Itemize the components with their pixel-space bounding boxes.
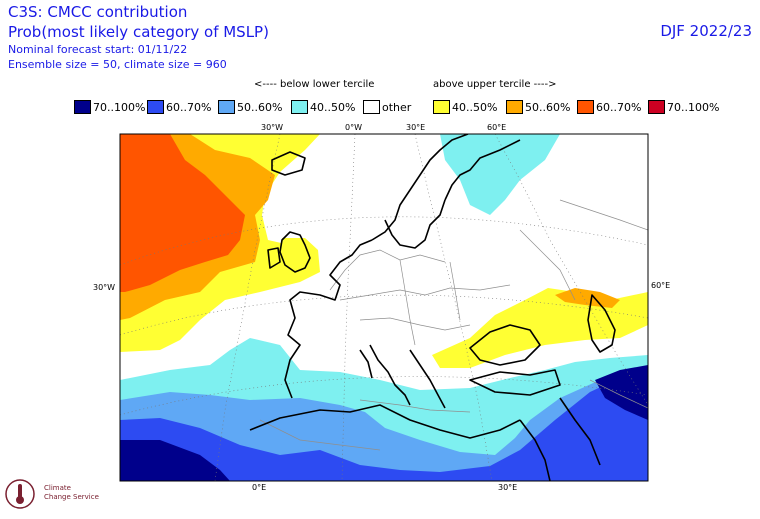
legend-item-other: other (363, 99, 411, 115)
tick-label-right: 60°E (651, 281, 670, 290)
region-below-60-70-south (120, 378, 648, 481)
logo-text-line2: Change Service (44, 493, 99, 501)
region-below-70-100-east (595, 365, 648, 420)
legend-item-below-70-100: 70..100% (74, 99, 145, 115)
legend-swatch (363, 100, 380, 114)
season-label: DJF 2022/23 (660, 22, 752, 40)
tick-label-bottom: 30°E (498, 483, 517, 492)
forecast-start-text: Nominal forecast start: 01/11/22 (8, 43, 188, 56)
country-borders (259, 199, 648, 451)
legend-item-above-60-70: 60..70% (577, 99, 641, 115)
tick-label-top: 30°E (406, 123, 425, 132)
region-above-40-50-east (432, 288, 648, 368)
legend-swatch (74, 100, 91, 114)
legend-item-label: 60..70% (596, 100, 642, 114)
region-below-70-100-south (120, 440, 230, 481)
legend-item-label: 50..60% (237, 100, 283, 114)
legend-item-label: 40..50% (310, 100, 356, 114)
legend-item-below-40-50: 40..50% (291, 99, 355, 115)
legend-swatch (506, 100, 523, 114)
chart-subtitle: Prob(most likely category of MSLP) (8, 23, 269, 41)
legend-swatch (291, 100, 308, 114)
thermometer-logo-icon (5, 479, 35, 509)
legend-item-label: 50..60% (525, 100, 571, 114)
legend-item-above-70-100: 70..100% (648, 99, 719, 115)
legend-item-label: 70..100% (667, 100, 720, 114)
map-area (120, 134, 648, 481)
legend-below-tercile-label: <---- below lower tercile (254, 79, 375, 90)
tick-label-top: 30°W (261, 123, 283, 132)
copernicus-logo: Climate Change Service (4, 474, 114, 514)
legend-swatch (648, 100, 665, 114)
legend-item-label: 40..50% (452, 100, 498, 114)
legend-swatch (147, 100, 164, 114)
legend-item-label: 60..70% (166, 100, 212, 114)
legend-item-above-50-60: 50..60% (506, 99, 570, 115)
coastlines (249, 134, 616, 481)
legend-swatch (433, 100, 450, 114)
legend-item-below-50-60: 50..60% (218, 99, 282, 115)
tick-label-bottom: 0°E (252, 483, 266, 492)
legend-swatch (218, 100, 235, 114)
legend-item-label: other (382, 100, 412, 114)
region-above-40-50-britain (282, 238, 318, 272)
legend-item-below-60-70: 60..70% (147, 99, 211, 115)
logo-text-line1: Climate (44, 484, 71, 492)
tick-label-left: 30°W (93, 283, 115, 292)
ensemble-size-text: Ensemble size = 50, climate size = 960 (8, 58, 227, 71)
region-above-60-70-atlantic (120, 134, 245, 292)
legend-item-above-40-50: 40..50% (433, 99, 497, 115)
graticule (120, 134, 648, 481)
map-frame (119, 133, 649, 482)
region-below-40-50-north (440, 134, 560, 215)
tick-label-top: 0°W (345, 123, 362, 132)
legend-swatch (577, 100, 594, 114)
tick-label-top: 60°E (487, 123, 506, 132)
legend-above-tercile-label: above upper tercile ----> (433, 79, 557, 90)
chart-title: C3S: CMCC contribution (8, 3, 188, 21)
legend-item-label: 70..100% (93, 100, 146, 114)
